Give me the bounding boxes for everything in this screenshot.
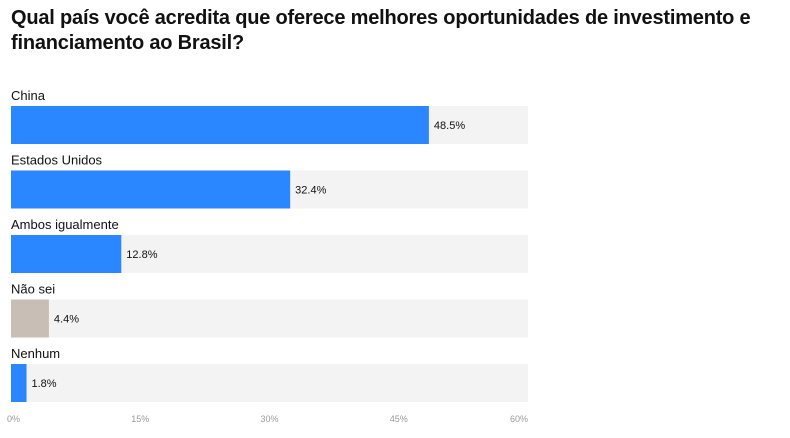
category-label: Não sei [11,282,55,297]
x-tick-label: 15% [131,414,149,424]
category-label: Estados Unidos [11,153,103,168]
data-label: 4.4% [54,314,79,326]
data-label: 12.8% [126,249,157,261]
bar-row-nenhum: Nenhum 1.8% [11,346,528,402]
category-label: Ambos igualmente [11,217,119,232]
bar-row-ambos-igualmente: Ambos igualmente 12.8% [11,217,528,273]
bar-track [11,364,528,402]
bar [11,235,122,273]
x-tick-label: 45% [390,414,408,424]
x-tick-label: 60% [510,414,528,424]
bar [11,106,429,144]
category-label: Nenhum [11,346,60,361]
category-label: China [11,88,46,103]
bar-row-estados-unidos: Estados Unidos 32.4% [11,153,528,209]
data-label: 48.5% [434,120,465,132]
bar [11,364,27,402]
bar [11,170,291,209]
chart-title: Qual país você acredita que oferece melh… [11,7,751,54]
data-label: 32.4% [295,185,326,197]
bar [11,299,49,338]
x-axis: 0% 15% 30% 45% 60% [7,414,528,424]
x-tick-label: 0% [7,414,20,424]
x-tick-label: 30% [260,414,278,424]
bars-layer: China 48.5% Estados Unidos 32.4% Ambos igual… [11,88,528,402]
data-label: 1.8% [32,378,57,390]
bar-row-china: China 48.5% [11,88,528,144]
bar-row-nao-sei: Não sei 4.4% [11,282,528,338]
bar-track [11,299,528,338]
